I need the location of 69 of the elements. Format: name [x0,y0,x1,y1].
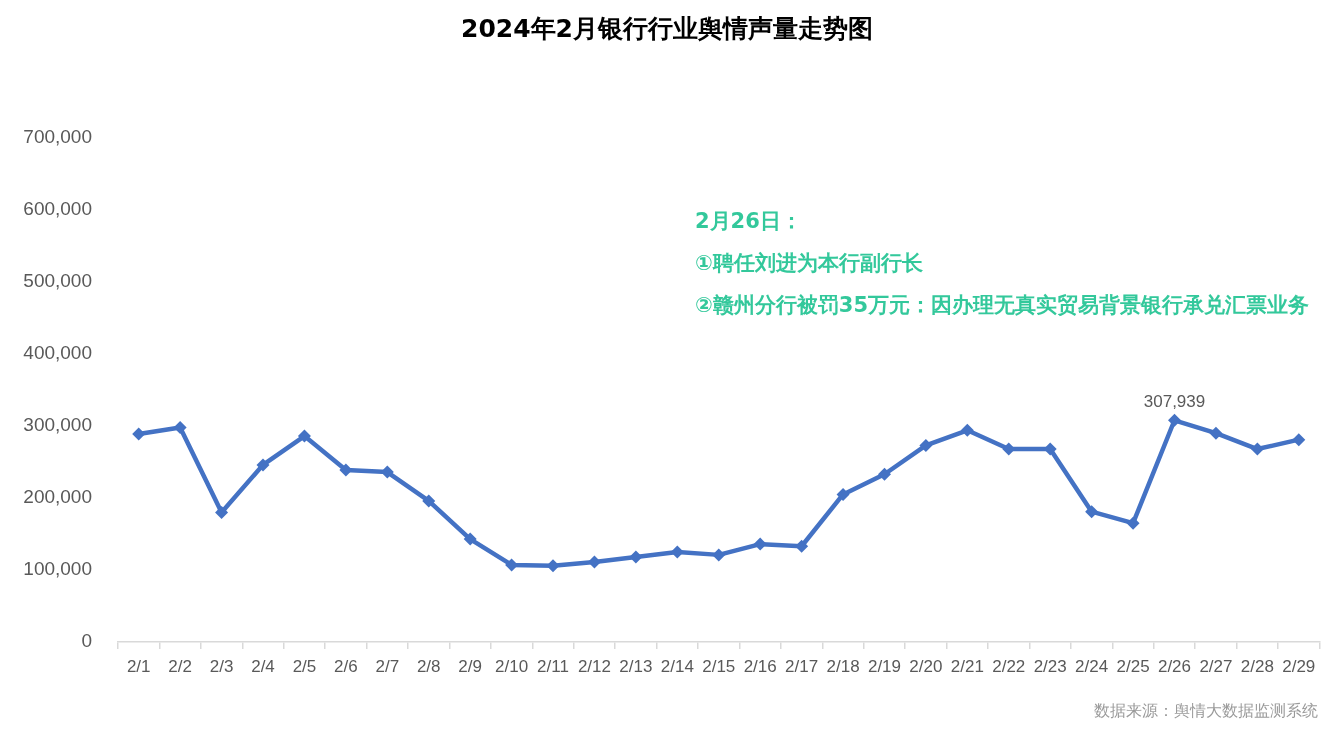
point [919,438,933,452]
y-tick-label: 700,000 [23,126,92,148]
annotation: 2月26日： [695,208,803,235]
point [546,559,560,573]
point [173,420,187,434]
x-tick-label: 2/1 [126,656,151,676]
point [1167,413,1181,427]
point [422,494,436,508]
point [132,427,146,441]
point [836,487,850,501]
x-tick-label: 2/5 [292,656,317,676]
point [753,537,767,551]
x-tick-label: 2/25 [1116,656,1150,676]
point [877,467,891,481]
x-tick-label: 2/28 [1240,656,1274,676]
x-tick-label: 2/7 [375,656,400,676]
point [1085,505,1099,519]
data-label: 307,939 [1143,392,1206,412]
x-tick-label: 2/26 [1157,656,1192,676]
x-tick-label: 2/20 [909,656,943,676]
x-tick-label: 2/14 [660,656,694,676]
x-tick-label: 2/11 [537,656,569,676]
source-note: 数据来源：舆情大数据监测系统 [1094,701,1318,722]
point [1292,433,1306,447]
y-tick-label: 600,000 [23,198,92,220]
x-tick-label: 2/23 [1033,656,1067,676]
point [629,550,643,564]
x-tick-label: 2/27 [1199,656,1233,676]
x-tick-label: 2/16 [743,656,777,676]
x-tick-label: 2/2 [168,656,192,676]
point [1126,516,1140,530]
y-tick-label: 0 [81,630,92,652]
x-tick-label: 2/10 [495,656,529,676]
point [463,532,477,546]
chart-title: 2024年2月银行行业舆情声量走势图 [460,13,874,45]
point [960,423,974,437]
x-tick-label: 2/29 [1282,656,1316,676]
x-tick-label: 2/24 [1075,656,1109,676]
x-tick-label: 2/6 [334,656,358,676]
annotation: ②赣州分行被罚35万元：因办理无真实贸易背景银行承兑汇票业务 [695,292,1310,319]
y-tick-label: 400,000 [23,342,92,364]
x-tick-label: 2/9 [458,656,482,676]
y-tick-label: 300,000 [23,414,92,436]
x-tick-label: 2/19 [867,656,902,676]
x-tick-label: 2/13 [619,656,653,676]
point [256,458,270,472]
point [215,505,229,519]
point [670,545,684,559]
x-tick-label: 2/15 [702,656,736,676]
x-tick-label: 2/8 [416,656,441,676]
annotation: ①聘任刘进为本行副行长 [695,250,924,277]
x-tick-label: 2/18 [826,656,860,676]
point [795,539,809,553]
x-tick-label: 2/17 [785,656,819,676]
y-tick-label: 100,000 [23,558,92,580]
point [712,548,726,562]
x-tick-label: 2/12 [577,656,611,676]
point [1043,442,1057,456]
x-tick-label: 2/3 [209,656,234,676]
x-tick-label: 2/4 [251,656,275,676]
point [1209,426,1223,440]
point [297,429,311,443]
point [339,463,353,477]
point [1250,442,1264,456]
y-tick-label: 500,000 [23,270,92,292]
point [587,555,601,569]
y-tick-label: 200,000 [23,486,92,508]
x-tick-label: 2/21 [950,656,984,676]
x-tick-label: 2/22 [992,656,1026,676]
